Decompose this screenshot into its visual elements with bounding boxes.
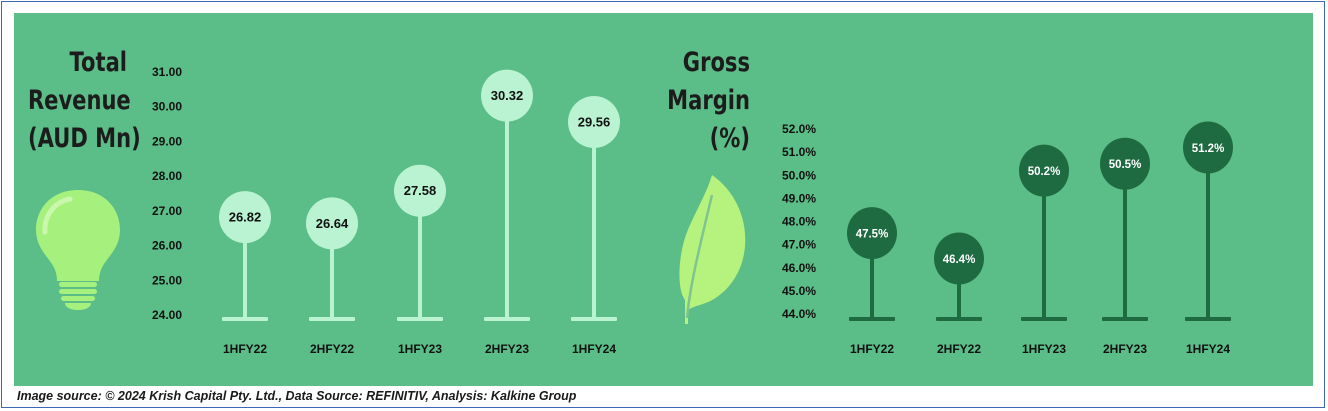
y-tick-label: 50.0% — [782, 168, 816, 182]
data-label: 26.82 — [229, 210, 262, 225]
leaf-icon — [679, 175, 746, 324]
y-tick-label: 31.00 — [152, 65, 182, 79]
gross-margin-chart: 44.0% 45.0% 46.0% 47.0% 48.0% 49.0% 50.0% 51.0%… — [782, 121, 1233, 356]
y-tick-label: 49.0% — [782, 191, 816, 205]
data-label: 26.64 — [316, 216, 349, 231]
x-tick-label: 1HFY23 — [398, 342, 442, 356]
data-label: 27.58 — [404, 183, 437, 198]
y-tick-label: 45.0% — [782, 284, 816, 298]
x-tick-label: 2HFY22 — [310, 342, 354, 356]
y-tick-label: 27.00 — [152, 204, 182, 218]
data-point — [847, 207, 897, 260]
x-tick-label: 2HFY23 — [1103, 342, 1147, 356]
y-tick-label: 24.00 — [152, 308, 182, 322]
x-tick-label: 1HFY24 — [572, 342, 616, 356]
data-label: 30.32 — [491, 88, 524, 103]
x-tick-label: 2HFY23 — [485, 342, 529, 356]
x-tick-label: 1HFY22 — [223, 342, 267, 356]
data-label: 29.56 — [578, 114, 611, 129]
y-tick-label: 25.00 — [152, 273, 182, 287]
x-tick-label: 1HFY24 — [1186, 342, 1230, 356]
marker-stem — [1206, 147, 1210, 319]
marker-stem — [1123, 163, 1127, 319]
marker-stem — [1042, 170, 1046, 319]
marker-stem — [330, 223, 334, 319]
y-tick-label: 30.00 — [152, 100, 182, 114]
y-tick-label: 47.0% — [782, 238, 816, 252]
data-point — [1100, 137, 1150, 190]
y-tick-label: 26.00 — [152, 239, 182, 253]
data-point — [481, 69, 533, 122]
data-label: 50.2% — [1028, 166, 1061, 178]
marker-stem — [592, 121, 596, 319]
y-tick-label: 44.0% — [782, 307, 816, 321]
data-label: 47.5% — [856, 229, 889, 241]
data-point — [1019, 144, 1069, 197]
x-tick-label: 1HFY22 — [850, 342, 894, 356]
marker-stem — [505, 95, 509, 319]
data-label: 46.4% — [943, 254, 976, 266]
data-point — [1183, 121, 1233, 174]
marker-stem — [418, 190, 422, 319]
marker-stem — [957, 258, 961, 319]
data-point — [934, 232, 984, 285]
data-point — [219, 191, 271, 244]
margin-title: Gross Margin (%) — [667, 47, 750, 154]
data-label: 50.5% — [1109, 159, 1142, 171]
y-tick-label: 52.0% — [782, 122, 816, 136]
data-point — [394, 164, 446, 217]
source-footer: Image source: © 2024 Krish Capital Pty. … — [17, 389, 577, 403]
x-tick-label: 1HFY23 — [1022, 342, 1066, 356]
revenue-chart: 24.00 25.00 26.00 27.00 28.00 29.00 30.00 31.00… — [152, 65, 620, 356]
lightbulb-icon — [36, 190, 120, 310]
y-tick-label: 28.00 — [152, 169, 182, 183]
data-point — [568, 95, 620, 148]
y-tick-label: 46.0% — [782, 261, 816, 275]
data-label: 51.2% — [1192, 143, 1225, 155]
y-tick-label: 29.00 — [152, 134, 182, 148]
revenue-title: Total Revenue (AUD Mn) — [27, 47, 141, 154]
y-tick-label: 51.0% — [782, 145, 816, 159]
x-tick-label: 2HFY22 — [937, 342, 981, 356]
data-point — [306, 197, 358, 250]
marker-stem — [870, 233, 874, 319]
marker-stem — [243, 217, 247, 319]
y-tick-label: 48.0% — [782, 215, 816, 229]
